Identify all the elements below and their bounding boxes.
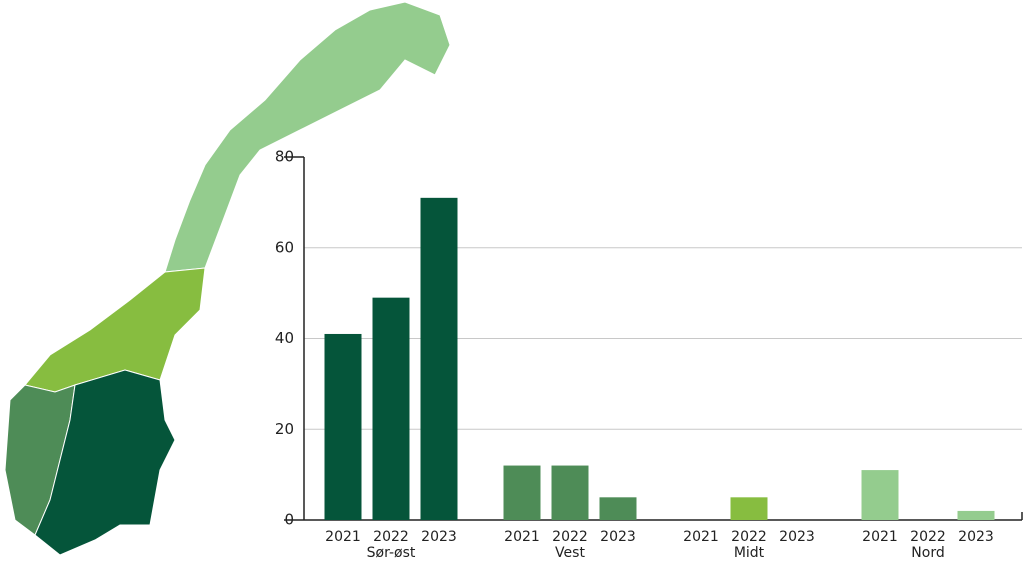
x-tick-label: 2023 — [421, 529, 457, 545]
x-tick-label: 2022 — [373, 529, 409, 545]
x-tick-label: 2023 — [779, 529, 815, 545]
map-nord — [164, 1, 451, 273]
bar — [551, 465, 589, 520]
x-tick-label: 2023 — [958, 529, 994, 545]
x-tick-label: 2022 — [731, 529, 767, 545]
x-tick-label: 2023 — [600, 529, 636, 545]
group-label: Vest — [555, 545, 585, 561]
x-tick-label: 2021 — [325, 529, 361, 545]
group-label: Sør-øst — [367, 545, 416, 561]
y-tick-label: 40 — [275, 329, 294, 347]
bar — [420, 197, 458, 520]
bar — [730, 497, 768, 520]
x-tick-label: 2022 — [552, 529, 588, 545]
x-tick-label: 2021 — [504, 529, 540, 545]
map — [4, 1, 451, 556]
bar — [372, 297, 410, 520]
bar — [324, 333, 362, 520]
bar — [957, 510, 995, 520]
group-label: Midt — [734, 545, 765, 561]
bar — [503, 465, 541, 520]
y-tick-label: 60 — [275, 238, 294, 256]
x-tick-label: 2022 — [910, 529, 946, 545]
group-label: Nord — [911, 545, 944, 561]
bar — [861, 470, 899, 520]
map-sor-ost — [34, 369, 176, 556]
x-tick-label: 2021 — [862, 529, 898, 545]
y-tick-label: 20 — [275, 420, 294, 438]
x-tick-label: 2021 — [683, 529, 719, 545]
bar — [599, 497, 637, 520]
